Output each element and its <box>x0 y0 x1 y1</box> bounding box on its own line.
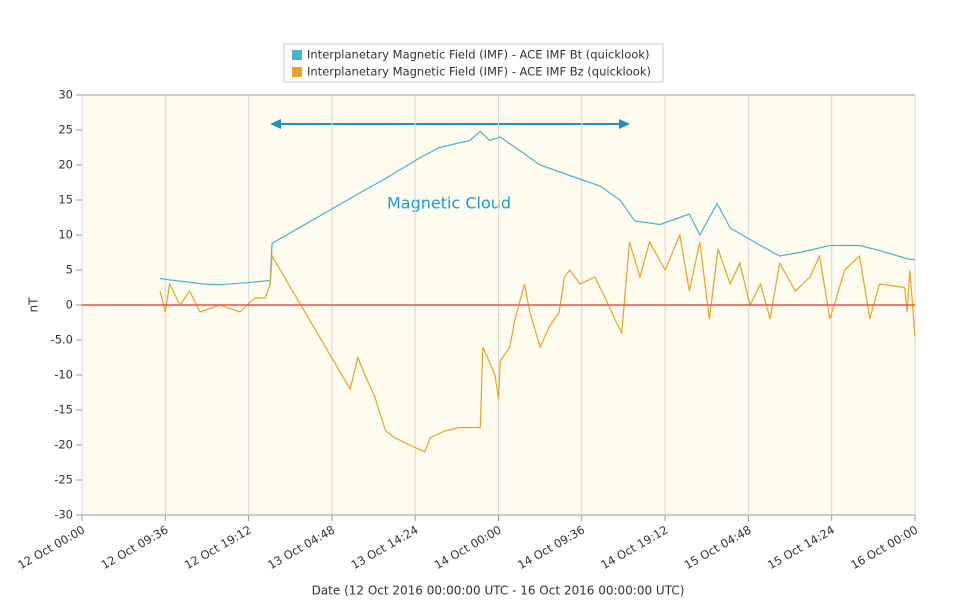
y-tick-label: -25 <box>54 473 73 487</box>
y-tick-label: 10 <box>58 228 73 242</box>
y-tick-label: 15 <box>58 193 73 207</box>
x-tick-label: 14 Oct 09:36 <box>515 523 587 573</box>
legend-label: Interplanetary Magnetic Field (IMF) - AC… <box>307 48 649 62</box>
x-tick-label: 12 Oct 00:00 <box>15 523 87 573</box>
arrow <box>270 119 630 129</box>
legend-box <box>283 43 664 83</box>
y-tick-label: -15 <box>54 403 73 417</box>
legend-swatch <box>292 67 302 77</box>
x-tick-label: 15 Oct 14:24 <box>765 523 837 573</box>
y-tick-label: 30 <box>58 88 73 102</box>
y-tick-label: 25 <box>58 123 73 137</box>
y-axis-label: nT <box>27 297 41 313</box>
legend: Interplanetary Magnetic Field (IMF) - AC… <box>283 43 664 83</box>
y-tick-label: -5.0 <box>51 333 73 347</box>
x-tick-label: 14 Oct 00:00 <box>432 523 504 573</box>
x-tick-label: 13 Oct 04:48 <box>265 523 337 573</box>
legend-swatch <box>292 50 302 60</box>
x-tick-label: 14 Oct 19:12 <box>598 523 670 573</box>
y-tick-label: -20 <box>54 438 73 452</box>
x-tick-label: 15 Oct 04:48 <box>682 523 754 573</box>
x-tick-label: 13 Oct 14:24 <box>349 523 421 573</box>
x-tick-label: 16 Oct 00:00 <box>848 523 920 573</box>
legend-label: Interplanetary Magnetic Field (IMF) - AC… <box>307 65 651 79</box>
data-line <box>159 232 916 453</box>
y-tick-label: 0 <box>66 298 73 312</box>
y-tick-label: -30 <box>54 508 73 522</box>
data-line <box>159 130 915 286</box>
annotation: Magnetic Cloud <box>387 194 511 213</box>
y-tick-label: 20 <box>58 158 73 172</box>
y-tick-label: 5 <box>66 263 73 277</box>
x-axis-label: Date (12 Oct 2016 00:00:00 UTC - 16 Oct … <box>312 584 685 598</box>
x-tick-label: 12 Oct 19:12 <box>182 523 254 573</box>
x-tick-label: 12 Oct 09:36 <box>99 523 171 573</box>
y-tick-label: -10 <box>54 368 73 382</box>
